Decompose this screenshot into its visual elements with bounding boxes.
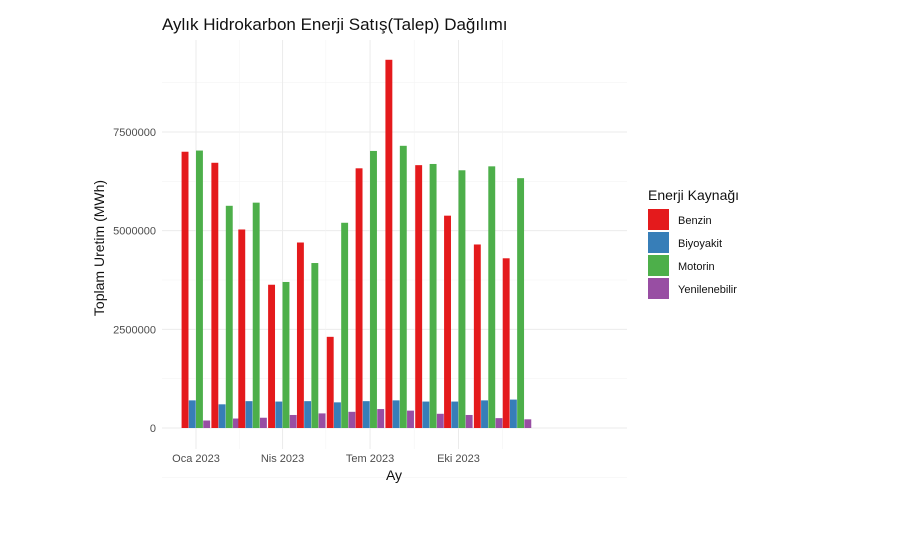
y-tick-label: 2500000 (113, 324, 156, 336)
bar-motorin-2023-07 (370, 150, 377, 428)
bar-motorin-2023-05 (311, 263, 319, 428)
bar-benzin-2023-11 (473, 244, 481, 428)
x-tick-label: Nis 2023 (261, 453, 304, 465)
bar-biyoyakit-2023-01 (188, 400, 196, 428)
bars (181, 59, 532, 429)
x-axis-title: Ay (386, 467, 402, 483)
bar-benzin-2023-09 (415, 165, 423, 428)
x-tick-label: Oca 2023 (172, 453, 220, 465)
bar-biyoyakit-2023-02 (218, 404, 226, 428)
legend-swatch-benzin (648, 209, 669, 230)
bar-motorin-2023-12 (517, 178, 525, 428)
bar-motorin-2023-09 (429, 163, 437, 428)
bar-biyoyakit-2023-06 (333, 402, 341, 428)
legend-swatch-yenilenebilir (648, 278, 669, 299)
bar-yenilenebilir-2023-01 (203, 420, 211, 428)
y-axis-title: Toplam Uretim (MWh) (91, 180, 107, 316)
bar-motorin-2023-06 (341, 222, 349, 428)
x-axis-ticks: Oca 2023 Nis 2023 Tem 2023 Eki 2023 (172, 453, 480, 465)
legend: Enerji Kaynağı Benzin Biyoyakit Motorin Yen… (648, 187, 739, 299)
bar-yenilenebilir-2023-02 (233, 418, 240, 428)
bar-yenilenebilir-2023-08 (407, 410, 414, 428)
legend-label-motorin: Motorin (678, 261, 715, 273)
bar-biyoyakit-2023-05 (304, 401, 312, 428)
bar-yenilenebilir-2023-11 (495, 418, 503, 428)
bar-yenilenebilir-2023-06 (348, 411, 356, 428)
legend-label-yenilenebilir: Yenilenebilir (678, 284, 737, 296)
legend-title: Enerji Kaynağı (648, 187, 739, 203)
y-axis-ticks: 0 2500000 5000000 7500000 (113, 127, 156, 435)
y-tick-label: 7500000 (113, 127, 156, 139)
bar-yenilenebilir-2023-09 (436, 413, 444, 428)
bar-yenilenebilir-2023-10 (465, 414, 473, 428)
bar-biyoyakit-2023-08 (392, 400, 400, 428)
bar-yenilenebilir-2023-12 (524, 419, 532, 428)
bar-benzin-2023-12 (502, 258, 510, 428)
bar-motorin-2023-03 (252, 202, 260, 428)
bar-benzin-2023-07 (355, 168, 363, 428)
bar-motorin-2023-11 (488, 166, 496, 428)
bar-benzin-2023-08 (385, 59, 393, 428)
legend-label-biyoyakit: Biyoyakit (678, 238, 722, 250)
bar-benzin-2023-02 (211, 162, 219, 428)
bar-motorin-2023-08 (399, 145, 407, 428)
bar-yenilenebilir-2023-07 (377, 409, 385, 428)
bar-biyoyakit-2023-11 (481, 400, 488, 428)
legend-swatch-motorin (648, 255, 669, 276)
y-tick-label: 0 (150, 423, 156, 435)
bar-biyoyakit-2023-03 (245, 401, 253, 428)
bar-biyoyakit-2023-12 (509, 399, 517, 428)
bar-motorin-2023-02 (225, 205, 233, 428)
bar-motorin-2023-04 (282, 281, 290, 428)
bar-biyoyakit-2023-10 (451, 401, 459, 428)
bar-yenilenebilir-2023-04 (289, 414, 297, 428)
bar-benzin-2023-01 (181, 151, 189, 429)
bar-biyoyakit-2023-04 (275, 401, 283, 428)
x-tick-label: Tem 2023 (346, 453, 394, 465)
bar-benzin-2023-04 (268, 284, 276, 428)
bar-yenilenebilir-2023-03 (259, 417, 267, 428)
bar-motorin-2023-10 (458, 170, 466, 428)
bar-motorin-2023-01 (196, 150, 203, 429)
bar-biyoyakit-2023-09 (422, 401, 430, 428)
bar-yenilenebilir-2023-05 (318, 413, 326, 428)
legend-swatch-biyoyakit (648, 232, 669, 253)
chart-title: Aylık Hidrokarbon Enerji Satış(Talep) Da… (162, 15, 508, 34)
y-tick-label: 5000000 (113, 226, 156, 238)
bar-benzin-2023-03 (238, 229, 246, 428)
x-tick-label: Eki 2023 (437, 453, 480, 465)
legend-label-benzin: Benzin (678, 215, 712, 227)
bar-benzin-2023-05 (296, 242, 304, 428)
bar-biyoyakit-2023-07 (362, 401, 370, 428)
bar-benzin-2023-06 (326, 336, 334, 428)
bar-benzin-2023-10 (444, 215, 451, 428)
